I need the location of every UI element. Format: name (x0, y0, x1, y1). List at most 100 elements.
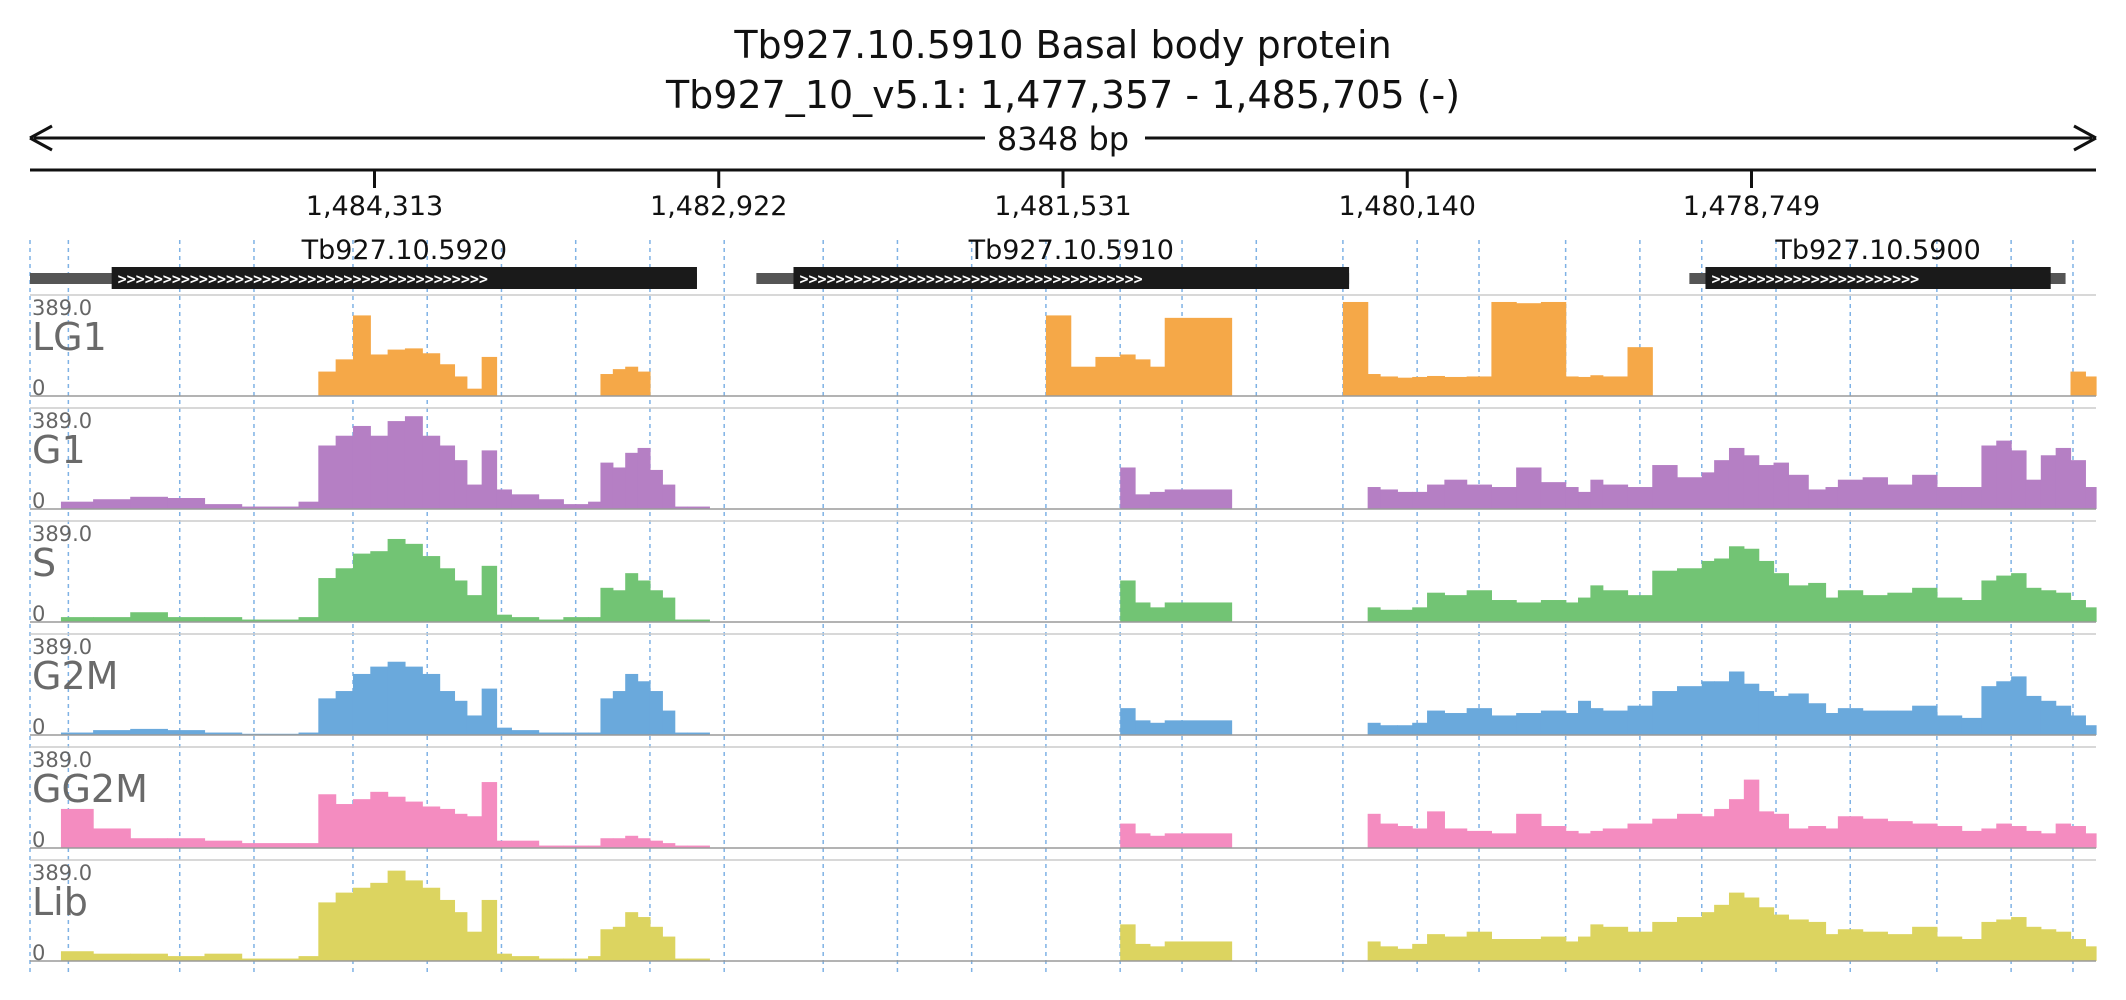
coverage-bar (481, 356, 498, 396)
coverage-bar (1491, 833, 1517, 848)
coverage-bar (1936, 715, 1963, 735)
coverage-bar (649, 926, 663, 961)
coverage-bar (1936, 936, 1963, 961)
coverage-bar (1491, 487, 1517, 509)
track-min-label: 0 (32, 715, 45, 739)
coverage-bar (1627, 487, 1653, 509)
coverage-bar (662, 710, 676, 735)
span-arrowhead-left (29, 124, 53, 152)
coverage-bar (600, 838, 614, 848)
track-lib: 389.0 0 Lib (30, 859, 2097, 965)
coverage-bar (1701, 816, 1715, 848)
coverage-bar (1961, 487, 1983, 509)
coverage-bar (1887, 821, 1913, 848)
coverage-bar (637, 917, 651, 961)
coverage-bar (1996, 919, 2012, 961)
coverage-bar (612, 369, 626, 396)
coverage-bar (625, 573, 639, 622)
coverage-bar (600, 929, 614, 961)
coverage-bar (454, 912, 468, 961)
coverage-bar (1149, 722, 1166, 735)
coverage-bar (1701, 472, 1715, 509)
coverage-bar (662, 597, 676, 622)
coverage-bar (439, 691, 456, 735)
coverage-bar (1444, 936, 1468, 961)
span-arrowhead-right (2073, 124, 2097, 152)
coverage-bar (481, 782, 498, 848)
coverage-bar (422, 353, 441, 396)
gene-label: Tb927.10.5910 (968, 235, 1174, 266)
coverage-bar (370, 791, 389, 848)
coverage-bar (370, 435, 389, 509)
coverage-bar (2025, 830, 2042, 848)
coverage-bar (370, 666, 389, 735)
gene-label: Tb927.10.5900 (1774, 235, 1980, 266)
coverage-bar (1565, 713, 1579, 735)
coverage-bar (387, 349, 406, 396)
coverage-bar (1444, 595, 1468, 622)
coverage-bar (637, 580, 651, 622)
coverage-bar (1427, 375, 1445, 396)
coverage-bar (335, 568, 354, 622)
coverage-bar (2085, 487, 2097, 509)
coverage-bar (1912, 705, 1938, 735)
track-min-label: 0 (32, 828, 45, 852)
coverage-bar (1728, 546, 1745, 622)
coverage-bar (1444, 376, 1468, 396)
coverage-bar (662, 484, 676, 509)
coverage-bar (466, 931, 483, 961)
coverage-bar (439, 568, 456, 622)
coverage-bar (2011, 826, 2027, 848)
track-min-label: 0 (32, 376, 45, 400)
coverage-bar (204, 840, 243, 848)
coverage-bar (352, 553, 371, 622)
coverage-bar (2025, 587, 2042, 622)
coverage-bar (352, 315, 371, 396)
coverage-bar (563, 504, 589, 509)
coverage-bar (1367, 487, 1381, 509)
coverage-bar (1961, 830, 1983, 848)
coverage-bar (1825, 713, 1839, 735)
track-g2m: 389.0 0 G2M (30, 633, 2097, 739)
coverage-bar (387, 796, 406, 848)
coverage-bar (600, 587, 614, 622)
coverage-bar (130, 728, 168, 735)
coverage-bar (1862, 710, 1888, 735)
coverage-bar (1862, 931, 1888, 961)
track-name-label: G2M (32, 654, 118, 698)
coverage-bar (93, 617, 131, 622)
coverage-bar (1758, 811, 1775, 848)
coverage-bar (637, 371, 651, 396)
coverage-bar (1149, 491, 1166, 509)
coverage-bar (422, 887, 441, 961)
track-name-label: GG2M (32, 767, 148, 811)
coverage-bar (318, 445, 337, 509)
coverage-bar (335, 435, 354, 509)
coverage-bar (481, 450, 498, 509)
coverage-bar (130, 612, 168, 622)
coverage-bar (1578, 700, 1591, 735)
coverage-bar (1627, 347, 1653, 396)
coverage-bar (481, 899, 498, 961)
coverage-bar (1135, 494, 1151, 509)
coverage-bar (1380, 946, 1398, 961)
coverage-bar (1701, 560, 1715, 622)
coverage-bar (1788, 585, 1809, 622)
coverage-bar (687, 845, 710, 848)
coverage-bar (1095, 356, 1121, 396)
coverage-bar (1887, 592, 1913, 622)
coverage-bar (352, 887, 371, 961)
coverage-bar (404, 416, 423, 509)
coverage-bar (1677, 477, 1703, 509)
coverage-bar (496, 953, 512, 961)
coverage-bar (1120, 708, 1136, 735)
coverage-bar (204, 617, 243, 622)
coverage-bar (335, 359, 354, 396)
coverage-bar (1427, 811, 1445, 848)
coverage-bar (1540, 936, 1567, 961)
coverage-bar (130, 496, 168, 509)
coverage-bar (1164, 720, 1233, 735)
coverage-bar (130, 838, 168, 848)
coverage-bar (1677, 568, 1703, 622)
coverage-bar (2070, 460, 2086, 509)
